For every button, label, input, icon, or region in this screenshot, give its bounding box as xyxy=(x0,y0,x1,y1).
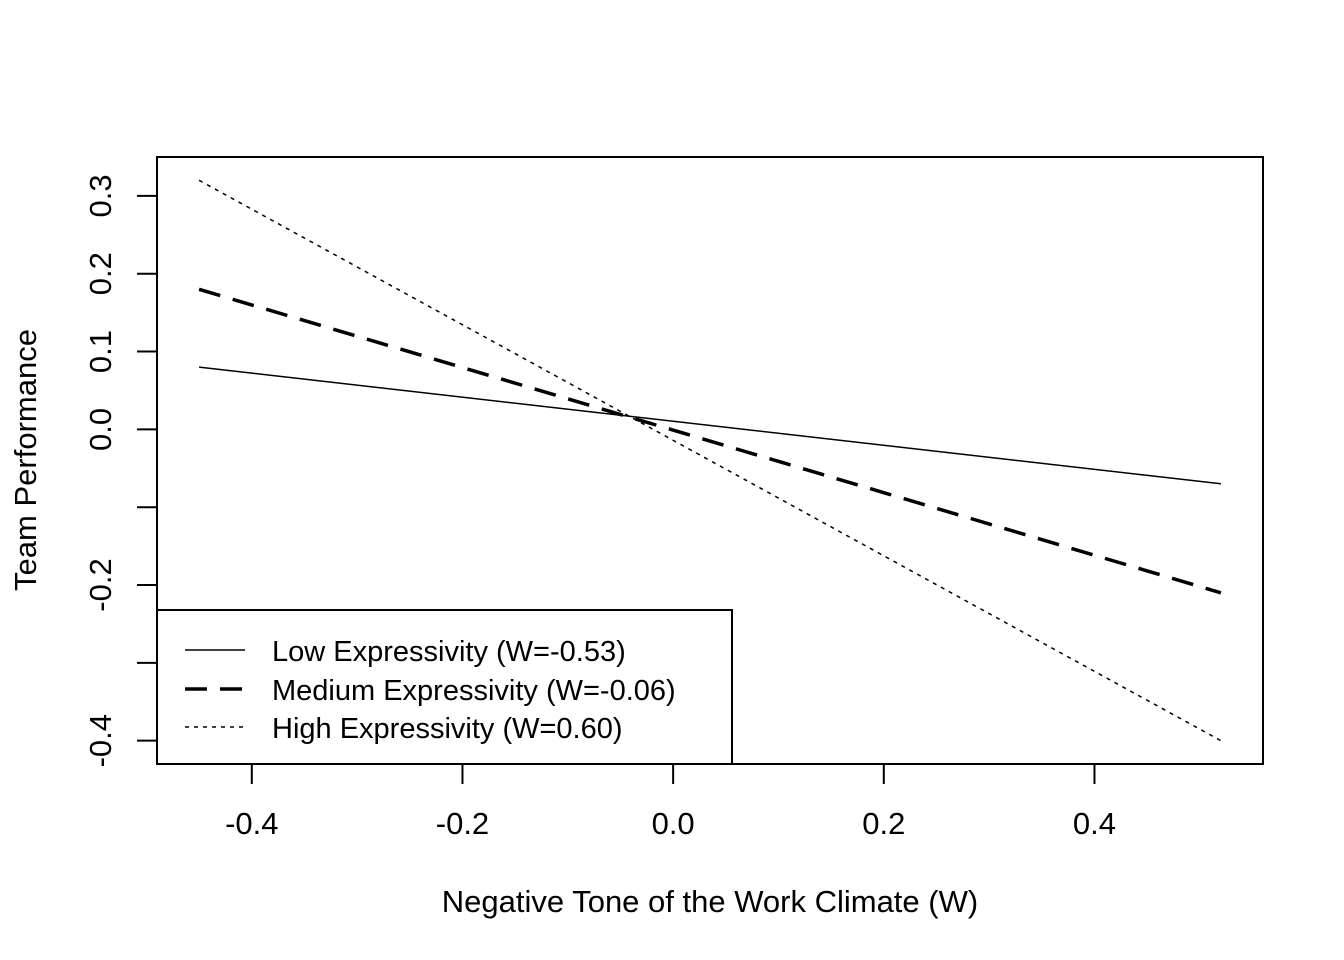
legend-label: Low Expressivity (W=-0.53) xyxy=(272,636,626,668)
legend-label: High Expressivity (W=0.60) xyxy=(272,713,623,745)
legend-box xyxy=(156,609,733,765)
y-axis: -0.4 -0.2 0.0 0.1 0.2 0.3 xyxy=(83,174,157,767)
series-layer xyxy=(198,179,1222,742)
series-line-solid xyxy=(199,366,1221,485)
x-tick-label: -0.2 xyxy=(436,806,489,841)
y-tick-label: 0.2 xyxy=(83,252,118,295)
y-tick-label: -0.4 xyxy=(83,714,118,767)
legend: Low Expressivity (W=-0.53) Medium Express… xyxy=(156,609,733,765)
y-tick-label: 0.3 xyxy=(83,174,118,217)
y-axis-label: Team Performance xyxy=(8,329,43,591)
y-tick-label: -0.2 xyxy=(83,558,118,611)
x-tick-label: 0.0 xyxy=(652,806,695,841)
y-tick-label: 0.1 xyxy=(83,330,118,373)
x-tick-label: 0.2 xyxy=(862,806,905,841)
x-tick-label: 0.4 xyxy=(1073,806,1116,841)
x-tick-label: -0.4 xyxy=(225,806,278,841)
y-tick-label: 0.0 xyxy=(83,408,118,451)
x-axis: -0.4 -0.2 0.0 0.2 0.4 xyxy=(225,764,1116,841)
series-line-dashed xyxy=(198,287,1222,595)
x-axis-label: Negative Tone of the Work Climate (W) xyxy=(442,884,978,919)
legend-label: Medium Expressivity (W=-0.06) xyxy=(272,675,676,707)
